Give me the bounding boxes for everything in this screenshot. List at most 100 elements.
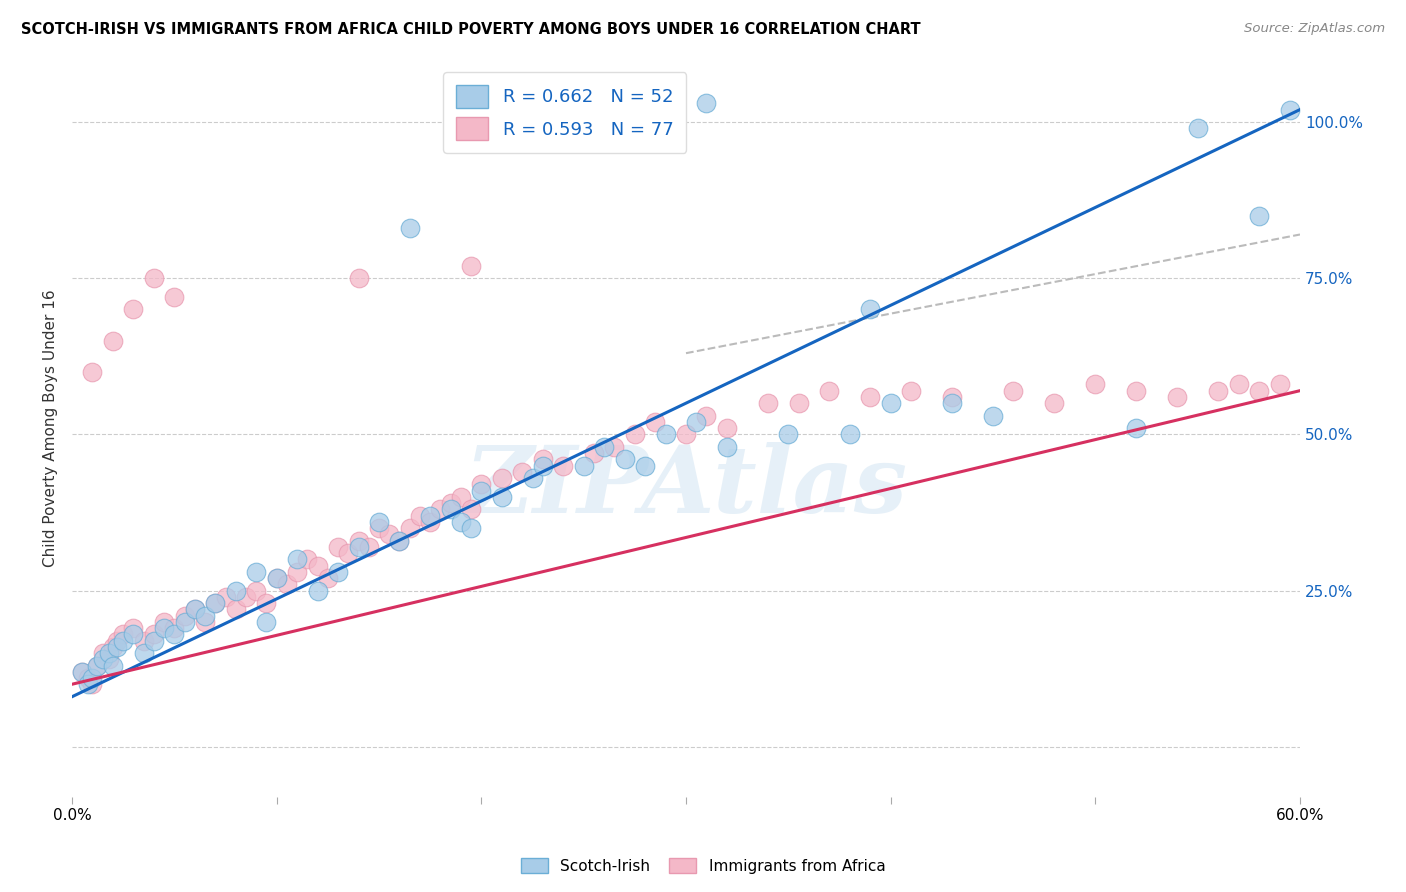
Point bbox=[787, 396, 810, 410]
Point bbox=[1084, 377, 1107, 392]
Point bbox=[132, 646, 155, 660]
Point bbox=[778, 427, 800, 442]
Point bbox=[460, 521, 482, 535]
Point bbox=[582, 446, 605, 460]
Point bbox=[388, 533, 411, 548]
Point bbox=[1043, 396, 1066, 410]
Point bbox=[276, 577, 298, 591]
Point bbox=[77, 677, 100, 691]
Point bbox=[316, 571, 339, 585]
Point bbox=[204, 596, 226, 610]
Point bbox=[510, 465, 533, 479]
Point bbox=[644, 415, 666, 429]
Point bbox=[756, 396, 779, 410]
Point bbox=[419, 515, 441, 529]
Point bbox=[122, 621, 145, 635]
Text: ZIPAtlas: ZIPAtlas bbox=[464, 442, 908, 533]
Point bbox=[634, 458, 657, 473]
Point bbox=[86, 658, 108, 673]
Point bbox=[105, 633, 128, 648]
Point bbox=[337, 546, 360, 560]
Point bbox=[326, 540, 349, 554]
Point bbox=[460, 502, 482, 516]
Point bbox=[112, 633, 135, 648]
Point bbox=[1278, 103, 1301, 117]
Point bbox=[235, 590, 257, 604]
Point bbox=[368, 521, 391, 535]
Point bbox=[368, 515, 391, 529]
Point bbox=[572, 458, 595, 473]
Point bbox=[347, 540, 370, 554]
Point bbox=[378, 527, 401, 541]
Point bbox=[450, 490, 472, 504]
Point bbox=[142, 633, 165, 648]
Point bbox=[194, 608, 217, 623]
Point bbox=[326, 565, 349, 579]
Point bbox=[409, 508, 432, 523]
Point bbox=[1125, 421, 1147, 435]
Point bbox=[613, 452, 636, 467]
Point bbox=[695, 409, 717, 423]
Point bbox=[194, 615, 217, 629]
Point bbox=[297, 552, 319, 566]
Point bbox=[695, 96, 717, 111]
Point bbox=[173, 615, 195, 629]
Point bbox=[1002, 384, 1025, 398]
Point bbox=[1268, 377, 1291, 392]
Point bbox=[82, 365, 104, 379]
Point bbox=[716, 421, 738, 435]
Point bbox=[1249, 209, 1271, 223]
Point bbox=[256, 615, 278, 629]
Point bbox=[859, 302, 882, 317]
Text: SCOTCH-IRISH VS IMMIGRANTS FROM AFRICA CHILD POVERTY AMONG BOYS UNDER 16 CORRELA: SCOTCH-IRISH VS IMMIGRANTS FROM AFRICA C… bbox=[21, 22, 921, 37]
Point bbox=[398, 521, 420, 535]
Point bbox=[685, 415, 707, 429]
Point bbox=[245, 583, 267, 598]
Point bbox=[553, 458, 575, 473]
Point bbox=[419, 508, 441, 523]
Point bbox=[142, 627, 165, 641]
Point bbox=[307, 583, 329, 598]
Point bbox=[603, 440, 626, 454]
Text: Source: ZipAtlas.com: Source: ZipAtlas.com bbox=[1244, 22, 1385, 36]
Point bbox=[204, 596, 226, 610]
Point bbox=[214, 590, 236, 604]
Point bbox=[1125, 384, 1147, 398]
Point bbox=[225, 602, 247, 616]
Point bbox=[531, 458, 554, 473]
Point bbox=[398, 221, 420, 235]
Point bbox=[838, 427, 860, 442]
Point bbox=[163, 290, 186, 304]
Point bbox=[86, 658, 108, 673]
Point bbox=[225, 583, 247, 598]
Point bbox=[460, 259, 482, 273]
Point bbox=[184, 602, 207, 616]
Point bbox=[82, 671, 104, 685]
Point bbox=[285, 565, 308, 579]
Point bbox=[122, 627, 145, 641]
Point bbox=[142, 271, 165, 285]
Point bbox=[470, 483, 492, 498]
Point bbox=[97, 652, 120, 666]
Point bbox=[122, 302, 145, 317]
Point bbox=[624, 427, 647, 442]
Point bbox=[1227, 377, 1250, 392]
Point bbox=[173, 608, 195, 623]
Point bbox=[101, 658, 124, 673]
Point bbox=[879, 396, 901, 410]
Point bbox=[491, 490, 513, 504]
Point bbox=[654, 427, 676, 442]
Legend: R = 0.662   N = 52, R = 0.593   N = 77: R = 0.662 N = 52, R = 0.593 N = 77 bbox=[443, 72, 686, 153]
Point bbox=[266, 571, 288, 585]
Point bbox=[716, 440, 738, 454]
Point bbox=[531, 452, 554, 467]
Point bbox=[593, 440, 616, 454]
Point bbox=[981, 409, 1004, 423]
Point bbox=[91, 646, 114, 660]
Point bbox=[70, 665, 93, 679]
Point bbox=[900, 384, 922, 398]
Point bbox=[941, 390, 963, 404]
Point bbox=[153, 615, 176, 629]
Point bbox=[357, 540, 380, 554]
Point bbox=[70, 665, 93, 679]
